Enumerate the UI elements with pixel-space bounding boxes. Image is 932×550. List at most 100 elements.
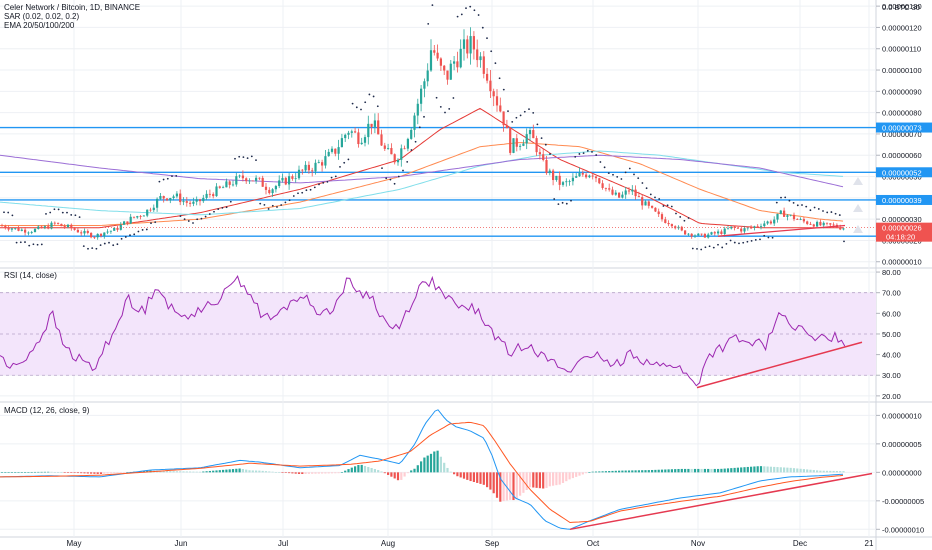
- sar-dot: [490, 50, 493, 53]
- candle-body: [208, 193, 211, 195]
- candle-body: [842, 228, 845, 230]
- sar-dot: [423, 115, 425, 118]
- sar-dot: [217, 208, 220, 210]
- y-tick-label: 0.00000010: [882, 411, 922, 420]
- candle-body: [670, 224, 673, 227]
- sar-dot: [603, 166, 606, 169]
- candle-body: [680, 226, 683, 231]
- macd-histogram-bar: [660, 469, 664, 473]
- macd-histogram-bar: [707, 468, 710, 473]
- sar-dot: [61, 211, 64, 214]
- candle-body: [429, 50, 433, 71]
- sar-dot: [817, 208, 820, 210]
- sar-dot: [620, 178, 623, 180]
- candle-body: [37, 226, 40, 229]
- candle-body: [743, 228, 746, 232]
- macd-histogram-bar: [561, 472, 565, 483]
- sar-dot: [66, 211, 68, 214]
- macd-histogram-bar: [519, 472, 522, 496]
- macd-histogram-bar: [535, 472, 538, 488]
- macd-histogram-bar: [383, 472, 386, 474]
- candle-body: [660, 214, 664, 220]
- candle-body: [436, 52, 439, 59]
- macd-histogram-bar: [825, 470, 829, 473]
- candle-body: [350, 131, 353, 133]
- candle-body: [152, 207, 155, 211]
- macd-histogram-bar: [443, 462, 446, 473]
- macd-histogram-bar: [248, 470, 251, 473]
- macd-histogram-bar: [307, 472, 310, 474]
- candle-body: [294, 178, 297, 180]
- macd-histogram-bar: [231, 469, 235, 473]
- macd-histogram-bar: [545, 472, 548, 488]
- candle-body: [535, 138, 538, 153]
- macd-histogram-bar: [212, 470, 215, 473]
- macd-histogram-bar: [723, 468, 726, 473]
- x-tick-label: Nov: [691, 539, 705, 548]
- candle-body: [641, 197, 644, 206]
- sar-dot: [322, 181, 325, 184]
- candle-body: [383, 145, 386, 149]
- candle-body: [568, 181, 571, 183]
- candle-body: [773, 219, 776, 224]
- sar-dot: [763, 234, 766, 237]
- candle-body: [489, 80, 492, 92]
- macd-histogram-bar: [96, 472, 99, 474]
- sar-dot: [271, 204, 274, 207]
- macd-histogram-bar: [340, 472, 343, 473]
- macd-legend: MACD (12, 26, close, 9): [4, 406, 90, 415]
- macd-histogram-bar: [347, 469, 350, 473]
- sar-dot: [414, 140, 417, 143]
- sar-dot: [246, 157, 249, 159]
- macd-histogram-bar: [736, 467, 739, 473]
- sar-dot: [570, 199, 572, 202]
- macd-histogram-bar: [360, 464, 363, 473]
- sar-dot: [364, 101, 367, 104]
- macd-histogram-bar: [644, 470, 647, 473]
- macd-histogram-bar: [499, 472, 502, 502]
- candle-body: [799, 219, 802, 220]
- candle-body: [387, 148, 390, 149]
- macd-histogram-bar: [179, 471, 182, 473]
- candle-body: [337, 147, 340, 154]
- candle-body: [162, 196, 165, 199]
- candle-body: [304, 164, 307, 171]
- candle-body: [637, 196, 640, 198]
- macd-histogram-bar: [172, 471, 175, 473]
- sar-dot: [771, 236, 774, 239]
- sar-dot: [830, 211, 833, 213]
- sar-dot: [3, 211, 5, 214]
- candle-body: [7, 228, 10, 230]
- macd-histogram-bar: [159, 470, 162, 473]
- sar-dot: [280, 204, 283, 206]
- x-tick-label: May: [66, 539, 81, 548]
- macd-histogram-bar: [53, 471, 56, 473]
- macd-histogram-bar: [746, 466, 749, 473]
- candle-body: [103, 232, 106, 236]
- macd-histogram-bar: [621, 470, 624, 473]
- sar-dot: [263, 204, 266, 206]
- macd-histogram-bar: [113, 472, 116, 474]
- x-tick-label: Dec: [793, 539, 807, 548]
- macd-histogram-bar: [720, 468, 723, 473]
- candle-body: [720, 231, 723, 235]
- y-tick-label: 0.00000100: [882, 66, 922, 75]
- macd-histogram-bar: [116, 472, 119, 473]
- sar-dot: [309, 188, 312, 191]
- sar-dot: [767, 236, 770, 239]
- candle-body: [53, 222, 56, 224]
- sar-dot: [213, 210, 215, 213]
- candle-body: [251, 180, 254, 182]
- x-tick-label: Jul: [278, 539, 288, 548]
- macd-histogram-bar: [819, 470, 822, 473]
- macd-histogram-bar: [786, 467, 789, 473]
- macd-histogram-bar: [406, 472, 409, 474]
- candle-body: [588, 175, 591, 178]
- candle-body: [30, 232, 33, 233]
- level-price-label: 0.00000052: [882, 168, 922, 177]
- sar-dot: [74, 214, 77, 217]
- sar-dot: [704, 246, 707, 249]
- sar-dot: [183, 218, 186, 221]
- sar-dot: [528, 108, 530, 111]
- macd-histogram-bar: [268, 471, 271, 473]
